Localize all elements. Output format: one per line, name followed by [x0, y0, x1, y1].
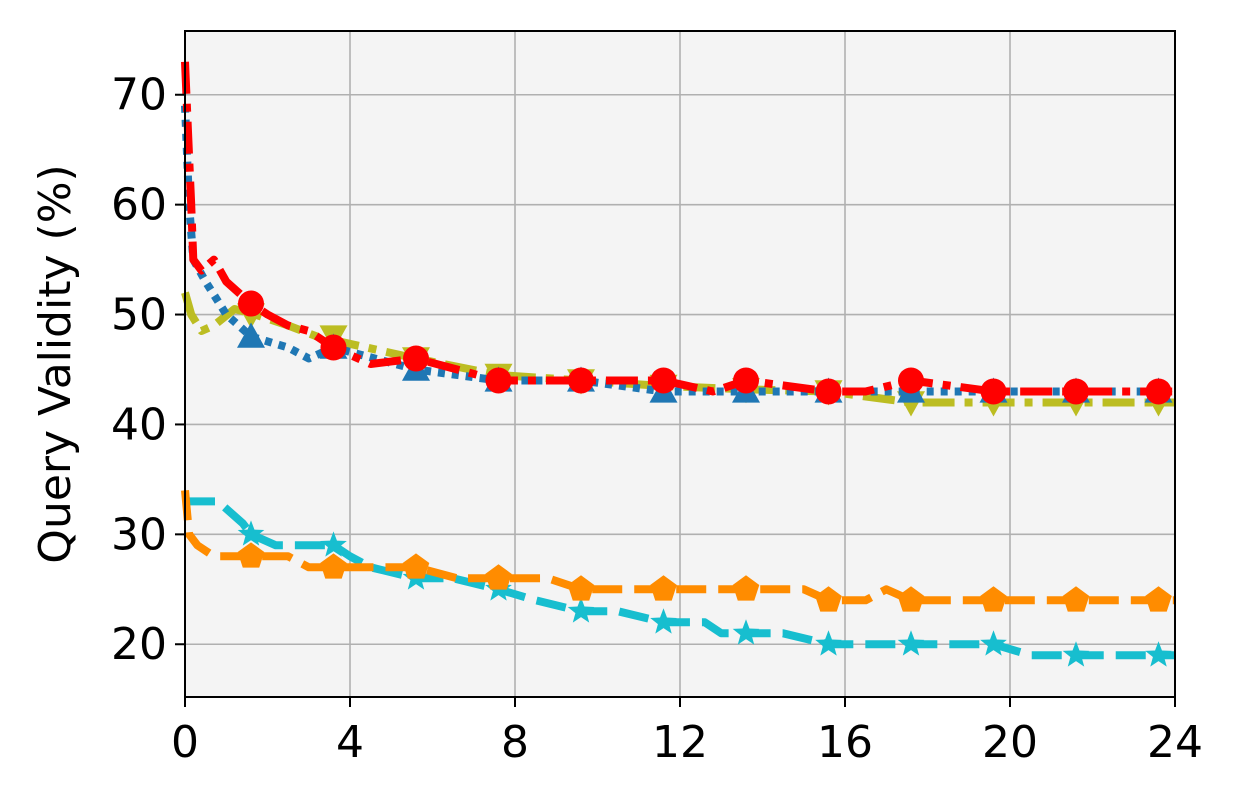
series-point	[1062, 586, 1090, 612]
series-point	[567, 597, 595, 623]
series-point	[980, 630, 1007, 656]
series-line	[185, 497, 1175, 660]
axes: 0 4 8 12 16 20 24 20 30 40 50 60 70	[111, 70, 1203, 768]
series-point	[815, 586, 842, 612]
series-point	[650, 367, 677, 394]
series-point	[815, 630, 842, 656]
y-axis-label: Query Validity (%)	[30, 164, 81, 563]
series-2	[181, 61, 1175, 405]
series-point	[650, 575, 677, 601]
series-point	[485, 564, 512, 590]
series-point	[403, 345, 429, 372]
series-point	[485, 367, 512, 394]
series-point	[732, 619, 760, 645]
series-point	[320, 334, 347, 361]
x-tick-label: 12	[652, 717, 708, 768]
x-tick-label: 8	[501, 717, 529, 768]
y-tick-label: 30	[111, 509, 167, 560]
series-point	[898, 367, 924, 394]
series-point	[897, 586, 925, 612]
series-point	[650, 608, 677, 634]
y-tick-label: 60	[111, 180, 167, 231]
x-tick-label: 0	[171, 717, 199, 768]
series-point	[897, 630, 925, 656]
series-4	[181, 490, 1175, 612]
series-point	[320, 553, 347, 579]
series-point	[237, 520, 265, 546]
x-tick-label: 24	[1147, 717, 1203, 768]
series-point	[1063, 378, 1089, 405]
series-point	[815, 378, 842, 405]
series-point	[238, 290, 264, 317]
series-point	[568, 367, 594, 394]
series-point	[1062, 641, 1090, 667]
series-point	[732, 575, 760, 601]
x-tick-label: 4	[336, 717, 364, 768]
series-line	[181, 61, 1175, 396]
series-point	[237, 542, 265, 568]
series-point	[733, 367, 759, 394]
x-tick-label: 20	[982, 717, 1038, 768]
series-layer	[181, 61, 1175, 667]
series-point	[980, 378, 1007, 405]
x-tick-label: 16	[817, 717, 873, 768]
series-point	[320, 531, 347, 557]
series-point	[402, 553, 430, 579]
series-line	[181, 105, 1175, 396]
series-point	[1145, 586, 1172, 612]
series-point	[237, 322, 265, 348]
grid	[184, 31, 1176, 697]
series-point	[1145, 641, 1172, 667]
y-tick-label: 20	[111, 619, 167, 670]
series-point	[567, 575, 595, 601]
series-point	[980, 586, 1007, 612]
series-point	[1145, 378, 1172, 405]
y-tick-label: 70	[111, 70, 167, 121]
y-tick-label: 40	[111, 399, 167, 450]
y-tick-label: 50	[111, 290, 167, 341]
